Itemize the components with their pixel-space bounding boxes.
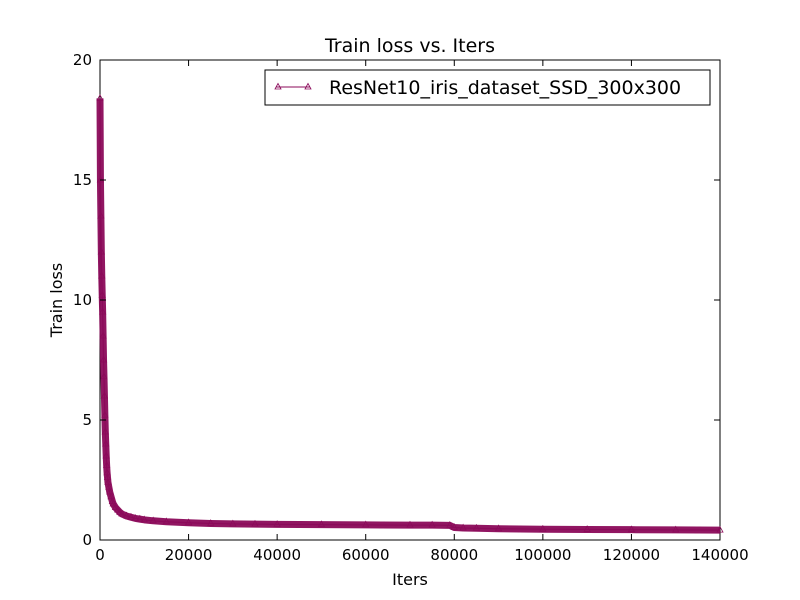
data-point (450, 523, 458, 530)
data-point (102, 451, 110, 459)
chart-title: Train loss vs. Iters (324, 35, 495, 57)
y-tick-label: 10 (73, 291, 92, 309)
data-point (362, 520, 370, 528)
data-point (97, 211, 105, 219)
data-point (583, 525, 591, 532)
x-tick-label: 20000 (165, 546, 213, 564)
data-point (184, 518, 193, 526)
y-axis-label: Train loss (47, 263, 66, 338)
data-point (716, 525, 724, 533)
data-point (446, 521, 454, 528)
data-point (104, 478, 112, 485)
y-tick-label: 20 (73, 51, 92, 69)
y-tick-label: 0 (82, 531, 92, 549)
data-point (229, 519, 237, 527)
data-point (472, 523, 481, 531)
data-point (251, 519, 259, 527)
data-point (149, 516, 157, 524)
series-layer (96, 94, 724, 534)
data-point (99, 355, 108, 363)
legend-marker (304, 82, 312, 90)
x-tick-label: 40000 (253, 546, 301, 564)
x-tick-label: 100000 (514, 546, 571, 564)
data-point (98, 307, 107, 315)
data-point (136, 514, 144, 522)
data-point (97, 247, 106, 255)
data-point (102, 439, 110, 447)
data-point (99, 331, 107, 339)
x-tick-label: 120000 (603, 546, 660, 564)
data-point (101, 427, 109, 435)
data-point (494, 524, 503, 532)
x-tick-label: 140000 (691, 546, 748, 564)
data-point (101, 410, 109, 418)
legend-box (264, 69, 711, 106)
data-point (106, 487, 114, 495)
data-point (273, 520, 281, 527)
data-point (107, 492, 115, 500)
data-point (162, 517, 171, 525)
data-point (102, 461, 111, 468)
data-point (114, 505, 122, 513)
data-point (100, 372, 108, 380)
data-point (627, 525, 636, 533)
data-point (98, 290, 106, 298)
data-point (100, 391, 109, 399)
data-point (539, 524, 547, 532)
data-point (96, 175, 105, 183)
x-axis-label: Iters (392, 570, 428, 589)
data-point (122, 511, 131, 519)
data-point (131, 514, 140, 521)
x-tick-label: 0 (95, 546, 105, 564)
data-point (109, 499, 117, 507)
data-point (140, 515, 148, 523)
data-point (98, 271, 106, 279)
x-tick-label: 80000 (430, 546, 478, 564)
data-point (118, 509, 126, 517)
legend-series-label: ResNet10_iris_dataset_SSD_300x300 (329, 77, 681, 99)
data-point (428, 520, 436, 528)
data-point (111, 503, 120, 510)
data-point (127, 512, 135, 520)
data-point (207, 519, 215, 526)
plot-frame (99, 59, 721, 541)
legend-marker (274, 82, 282, 90)
data-point (317, 520, 326, 528)
data-point (96, 94, 104, 101)
data-point (459, 523, 467, 531)
x-tick-label: 60000 (342, 546, 390, 564)
plot-area: 0 20000 40000 60000 80000 100000 120000 140000 0… (73, 51, 749, 564)
data-point (672, 525, 680, 533)
data-point (406, 520, 414, 528)
y-tick-label: 15 (73, 171, 92, 189)
legend: ResNet10_iris_dataset_SSD_300x300 (264, 69, 711, 106)
y-tick-label: 5 (82, 411, 92, 429)
tick-layer: 0 20000 40000 60000 80000 100000 120000 140000 0… (73, 51, 749, 564)
data-point (105, 482, 113, 490)
